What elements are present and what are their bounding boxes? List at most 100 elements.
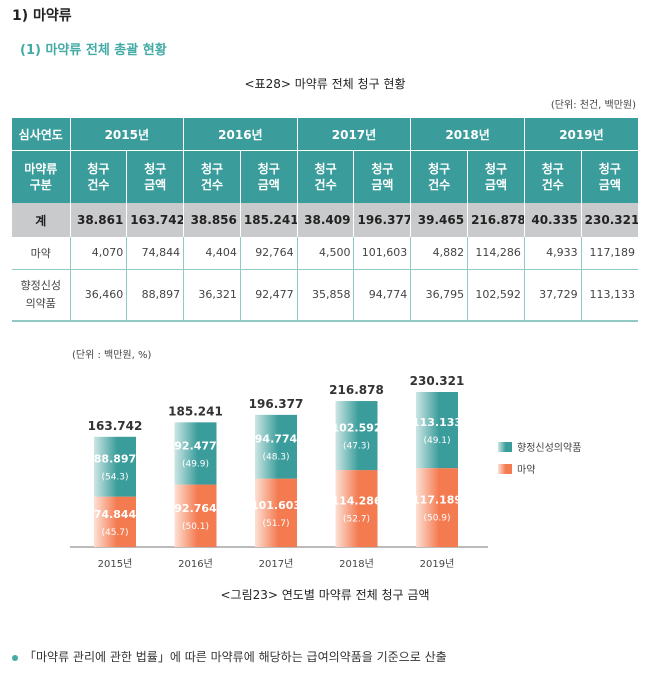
cell-value: 40.335	[523, 203, 582, 237]
cell-value: 4,882	[410, 237, 468, 270]
segment-pct-label: (51.7)	[262, 519, 289, 529]
sub-header: 청구 금액	[239, 150, 298, 203]
bar-psychotropic	[335, 401, 378, 471]
legend-label-narcotic: 마약	[517, 464, 535, 476]
chart-unit-label: (단위 : 백만원, %)	[72, 348, 151, 361]
sub-header: 청구 금액	[353, 150, 411, 203]
bar-narcotic	[416, 468, 458, 547]
cell-value: 35,858	[296, 269, 354, 322]
cell-value: 185.241	[239, 203, 298, 237]
table-caption: <표28> 마약류 전체 청구 현황	[244, 77, 406, 91]
bar-psychotropic	[94, 436, 136, 497]
segment-value-label: 94.774	[255, 433, 298, 446]
x-tick-label: 2019년	[420, 558, 455, 570]
total-label: 196.377	[249, 397, 304, 411]
segment-value-label: 92.477	[174, 439, 216, 452]
bar-psychotropic	[174, 422, 217, 485]
cell-value: 36,321	[183, 269, 241, 322]
segment-pct-label: (47.3)	[343, 442, 370, 452]
cell-value: 4,404	[183, 237, 241, 270]
year-header: 2018년	[410, 118, 525, 151]
row-label: 계	[12, 203, 70, 237]
cell-value: 88,897	[126, 269, 184, 322]
table-row: 향정신성 의약품 36,460 88,897 36,321 92,477 35,858 94,…	[12, 269, 638, 322]
sub-header: 청구 금액	[580, 150, 638, 203]
table-unit: (단위: 천건, 백만원)	[550, 100, 636, 111]
row-label: 향정신성 의약품	[12, 269, 70, 322]
row-label: 마약	[12, 237, 70, 270]
cell-value: 102,592	[467, 269, 525, 322]
bar-narcotic	[255, 478, 297, 547]
cell-value: 38.861	[69, 203, 127, 237]
section-title: 1) 마약류	[12, 8, 72, 24]
stacked-bar-chart: (단위 : 백만원, %) 163.742 74.844 (45.7) 88.897 (…	[70, 348, 581, 570]
legend-swatch-psychotropic	[498, 442, 512, 452]
cell-value: 4,500	[296, 237, 354, 270]
x-tick-label: 2017년	[259, 558, 294, 570]
cell-value: 4,933	[523, 237, 582, 270]
sub-header: 청구 금액	[467, 150, 525, 203]
segment-value-label: 114.286	[331, 495, 381, 508]
segment-pct-label: (49.1)	[423, 436, 450, 446]
sub-header: 청구 건수	[410, 150, 468, 203]
total-label: 185.241	[168, 404, 223, 418]
table-row: 계 38.861 163.742 38.856 185.241 38.409 196.377…	[12, 203, 638, 237]
segment-value-label: 102.592	[331, 422, 381, 435]
segment-pct-label: (52.7)	[343, 515, 370, 525]
cell-value: 216.878	[467, 203, 525, 237]
segment-value-label: 88.897	[94, 453, 136, 466]
figure-caption: <그림23> 연도별 마약류 전체 청구 금액	[220, 588, 430, 602]
sub-header: 청구 금액	[126, 150, 184, 203]
segment-value-label: 101.603	[251, 499, 301, 512]
subsection-title: (1) 마약류 전체 총괄 현황	[20, 43, 167, 58]
sub-header: 청구 건수	[69, 150, 127, 203]
year-header: 2019년	[523, 118, 638, 151]
year-header: 2015년	[69, 118, 184, 151]
cell-value: 37,729	[523, 269, 582, 322]
cell-value: 101,603	[353, 237, 411, 270]
sub-header: 청구 건수	[523, 150, 582, 203]
sub-header: 청구 건수	[183, 150, 241, 203]
cell-value: 163.742	[126, 203, 184, 237]
cell-value: 36,460	[69, 269, 127, 322]
cell-value: 4,070	[69, 237, 127, 270]
cell-value: 230.321	[580, 203, 638, 237]
header-sub-first: 마약류 구분	[12, 150, 70, 203]
segment-pct-label: (54.3)	[101, 473, 128, 483]
cell-value: 38.856	[183, 203, 241, 237]
segment-pct-label: (48.3)	[262, 453, 289, 463]
segment-value-label: 113.133	[412, 416, 462, 429]
cell-value: 117,189	[580, 237, 638, 270]
table-row: 마약 4,070 74,844 4,404 92,764 4,500 101,603 4,88…	[12, 237, 638, 270]
total-label: 216.878	[329, 383, 384, 397]
segment-pct-label: (50.9)	[423, 514, 450, 524]
segment-pct-label: (45.7)	[101, 528, 128, 538]
bar-psychotropic	[255, 414, 297, 479]
x-tick-label: 2018년	[339, 558, 374, 570]
segment-value-label: 117.189	[412, 494, 462, 507]
cell-value: 113,133	[580, 269, 638, 322]
cell-value: 74,844	[126, 237, 184, 270]
legend-label-psychotropic: 향정신성의약품	[517, 442, 581, 454]
year-header: 2017년	[296, 118, 411, 151]
legend-swatch-narcotic	[498, 464, 512, 474]
cell-value: 39.465	[410, 203, 468, 237]
cell-value: 114,286	[467, 237, 525, 270]
sub-header: 청구 건수	[296, 150, 354, 203]
cell-value: 38.409	[296, 203, 354, 237]
segment-pct-label: (49.9)	[182, 459, 209, 469]
x-tick-label: 2016년	[178, 558, 213, 570]
x-tick-label: 2015년	[98, 558, 133, 570]
bar-narcotic	[94, 496, 136, 547]
cell-value: 94,774	[353, 269, 411, 322]
cell-value: 92,764	[239, 237, 298, 270]
claims-table: 심사연도 2015년 2016년 2017년 2018년 2019년 마약류 구분 청구 건수 청…	[12, 118, 638, 322]
footnote: 「마약류 관리에 관한 법률」에 따른 마약류에 해당하는 급여의약품을 기준으…	[24, 650, 447, 664]
segment-value-label: 74.844	[94, 508, 137, 521]
cell-value: 92,477	[239, 269, 298, 322]
total-label: 230.321	[410, 374, 465, 388]
segment-value-label: 92.764	[174, 502, 217, 515]
segment-pct-label: (50.1)	[182, 522, 209, 532]
total-label: 163.742	[88, 419, 143, 433]
